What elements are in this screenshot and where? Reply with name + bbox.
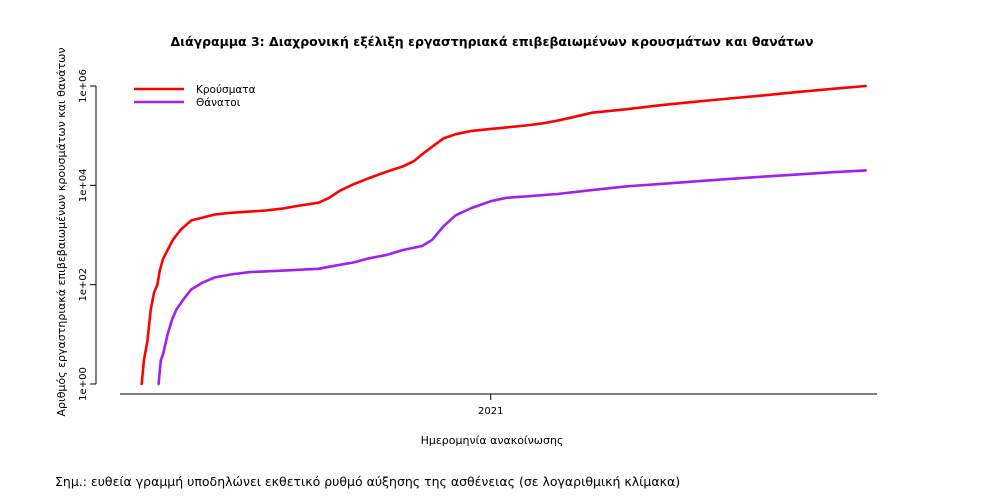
- y-tick-label: 1e+04: [78, 169, 89, 203]
- axes: 1e+00 1e+02 1e+04 1e+06 2021: [78, 69, 877, 417]
- x-axis-label: Ημερομηνία ανακοίνωσης: [421, 434, 564, 447]
- chart-title: Διάγραμμα 3: Διαχρονική εξέλιξη εργαστηρ…: [170, 34, 813, 49]
- legend-label: Κρούσματα: [196, 84, 256, 96]
- chart-svg: Διάγραμμα 3: Διαχρονική εξέλιξη εργαστηρ…: [55, 34, 877, 447]
- y-axis-label: Αριθμός εργαστηριακά επιβεβαιωμένων κρου…: [55, 47, 68, 416]
- footnote: Σημ.: ευθεία γραμμή υποδηλώνει εκθετικό …: [55, 474, 681, 489]
- y-tick-label: 1e+06: [78, 69, 89, 103]
- x-tick-label: 2021: [478, 406, 503, 417]
- series-lines: [140, 84, 867, 386]
- top-text-fragment: ¨ ¨: [72, 0, 85, 5]
- y-tick-label: 1e+00: [78, 367, 89, 401]
- y-tick-label: 1e+02: [78, 268, 89, 302]
- legend-label: Θάνατοι: [196, 97, 241, 109]
- series-line-cases: [140, 84, 867, 386]
- chart: Διάγραμμα 3: Διαχρονική εξέλιξη εργαστηρ…: [55, 34, 877, 447]
- series-line-deaths: [157, 169, 867, 386]
